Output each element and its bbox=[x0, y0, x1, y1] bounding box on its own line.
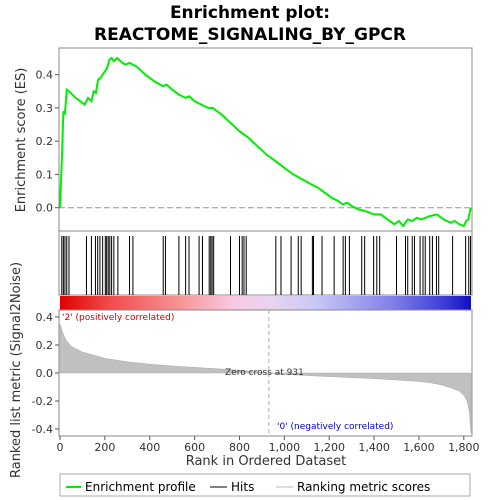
x-tick-label: 0 bbox=[57, 441, 64, 454]
legend-hits-label: Hits bbox=[231, 480, 254, 494]
zero-cross-label: Zero cross at 931 bbox=[225, 368, 304, 378]
metric-y-axis-label: Ranked list metric (Signal2Noise) bbox=[9, 262, 24, 478]
es-y-ticks: 0.0 0.1 0.2 0.3 0.4 bbox=[36, 69, 59, 215]
es-y-tick-label: 0.3 bbox=[36, 102, 54, 115]
x-tick-label: 1,600 bbox=[403, 441, 435, 454]
x-tick-label: 1,000 bbox=[269, 441, 301, 454]
x-tick-label: 1,200 bbox=[313, 441, 345, 454]
metric-y-tick-label: 0.4 bbox=[36, 311, 54, 324]
es-panel: 0.0 0.1 0.2 0.3 0.4 Enrichment score (ES) bbox=[14, 47, 473, 232]
rank-gradient-bar bbox=[60, 296, 471, 310]
es-y-tick-label: 0.2 bbox=[36, 135, 54, 148]
x-tick-label: 800 bbox=[229, 441, 250, 454]
hits-panel bbox=[58, 230, 473, 296]
negative-correlation-label: '0' (negatively correlated) bbox=[277, 422, 393, 432]
positive-correlation-label: '2' (positively correlated) bbox=[62, 313, 174, 323]
chart-title-line2: REACTOME_SIGNALING_BY_GPCR bbox=[94, 25, 406, 45]
metric-panel: -0.4 -0.2 0.0 0.2 0.4 '2' (positively correl… bbox=[9, 262, 473, 478]
hit-lines bbox=[61, 236, 472, 295]
x-tick-label: 400 bbox=[139, 441, 160, 454]
metric-y-tick-label: -0.4 bbox=[32, 423, 53, 436]
es-y-axis-label: Enrichment score (ES) bbox=[14, 68, 29, 213]
x-tick-label: 1,400 bbox=[358, 441, 390, 454]
metric-y-tick-label: -0.2 bbox=[32, 395, 53, 408]
metric-y-tick-label: 0.0 bbox=[36, 367, 54, 380]
legend-metric-label: Ranking metric scores bbox=[297, 480, 430, 494]
es-panel-frame bbox=[58, 47, 473, 232]
chart-title-line1: Enrichment plot: bbox=[170, 3, 330, 23]
legend: Enrichment profile Hits Ranking metric s… bbox=[59, 473, 471, 497]
x-tick-label: 1,800 bbox=[448, 441, 480, 454]
enrichment-profile-line bbox=[59, 56, 472, 228]
hits-panel-frame bbox=[58, 230, 473, 296]
x-tick-label: 600 bbox=[184, 441, 205, 454]
es-y-tick-label: 0.1 bbox=[36, 168, 54, 181]
legend-frame bbox=[59, 473, 471, 497]
es-y-tick-label: 0.4 bbox=[36, 69, 54, 82]
x-axis-label: Rank in Ordered Dataset bbox=[186, 454, 347, 469]
metric-y-ticks: -0.4 -0.2 0.0 0.2 0.4 bbox=[32, 311, 59, 436]
ranking-metric-area bbox=[59, 323, 472, 434]
x-ticks: 0 200 400 600 800 1,000 1,200 1,400 1,600 1,800 bbox=[57, 436, 480, 454]
es-y-tick-label: 0.0 bbox=[36, 202, 54, 215]
metric-y-tick-label: 0.2 bbox=[36, 339, 54, 352]
legend-es-label: Enrichment profile bbox=[85, 480, 196, 494]
x-tick-label: 200 bbox=[94, 441, 115, 454]
